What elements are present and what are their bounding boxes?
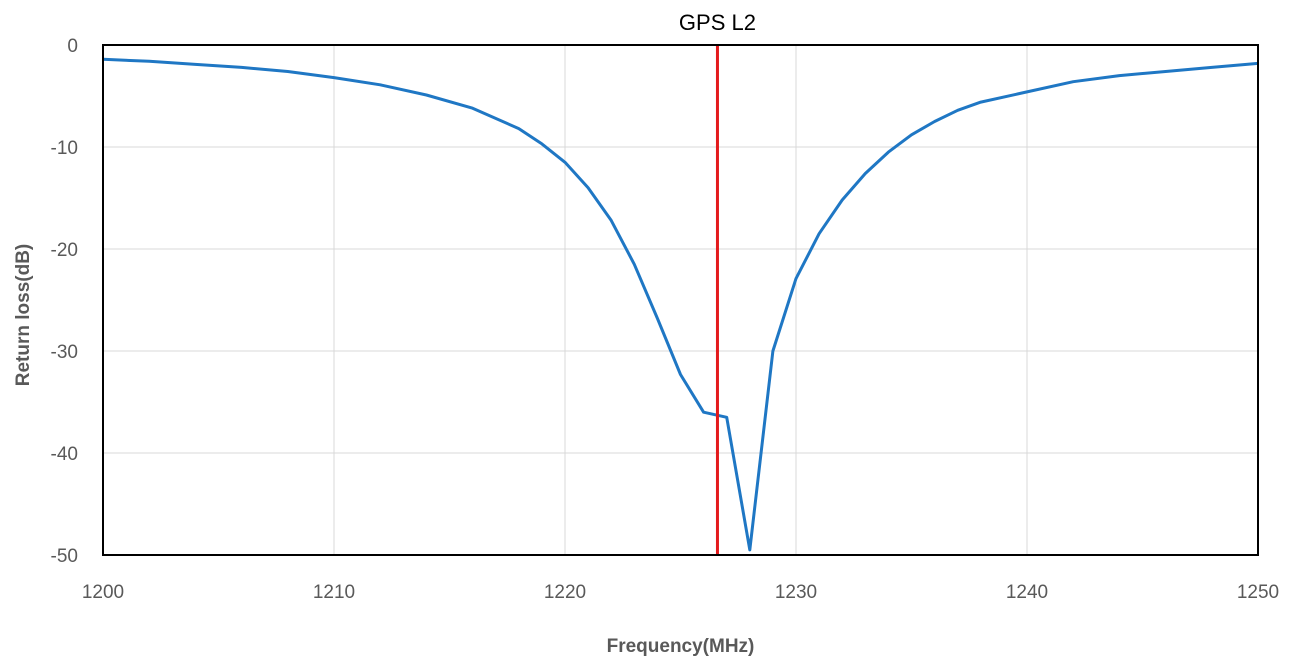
y-tick-label: -40 bbox=[51, 444, 78, 465]
y-tick-label: -50 bbox=[51, 546, 78, 567]
series-layer bbox=[102, 57, 1259, 552]
x-tick-label: 1250 bbox=[1237, 582, 1279, 603]
y-tick-label: -20 bbox=[51, 240, 78, 261]
x-axis-title: Frequency(MHz) bbox=[607, 636, 755, 657]
gps-l2-marker-label: GPS L2 bbox=[679, 10, 756, 35]
gridlines bbox=[102, 44, 1259, 556]
x-tick-label: 1200 bbox=[82, 582, 124, 603]
y-axis-title: Return loss(dB) bbox=[13, 244, 34, 387]
plot-frame bbox=[102, 44, 1259, 556]
y-tick-label: -10 bbox=[51, 138, 78, 159]
marker-layer: GPS L2 bbox=[679, 10, 756, 555]
x-tick-label: 1220 bbox=[544, 582, 586, 603]
tick-labels: 1200 1210 1220 1230 1240 1250 0 -10 -20 -30 -40 -50 bbox=[51, 36, 1280, 603]
y-tick-label: 0 bbox=[67, 36, 78, 57]
return-loss-series-line bbox=[102, 57, 1259, 552]
x-tick-label: 1230 bbox=[775, 582, 817, 603]
x-tick-label: 1210 bbox=[313, 582, 355, 603]
y-tick-label: -30 bbox=[51, 342, 78, 363]
x-tick-label: 1240 bbox=[1006, 582, 1048, 603]
